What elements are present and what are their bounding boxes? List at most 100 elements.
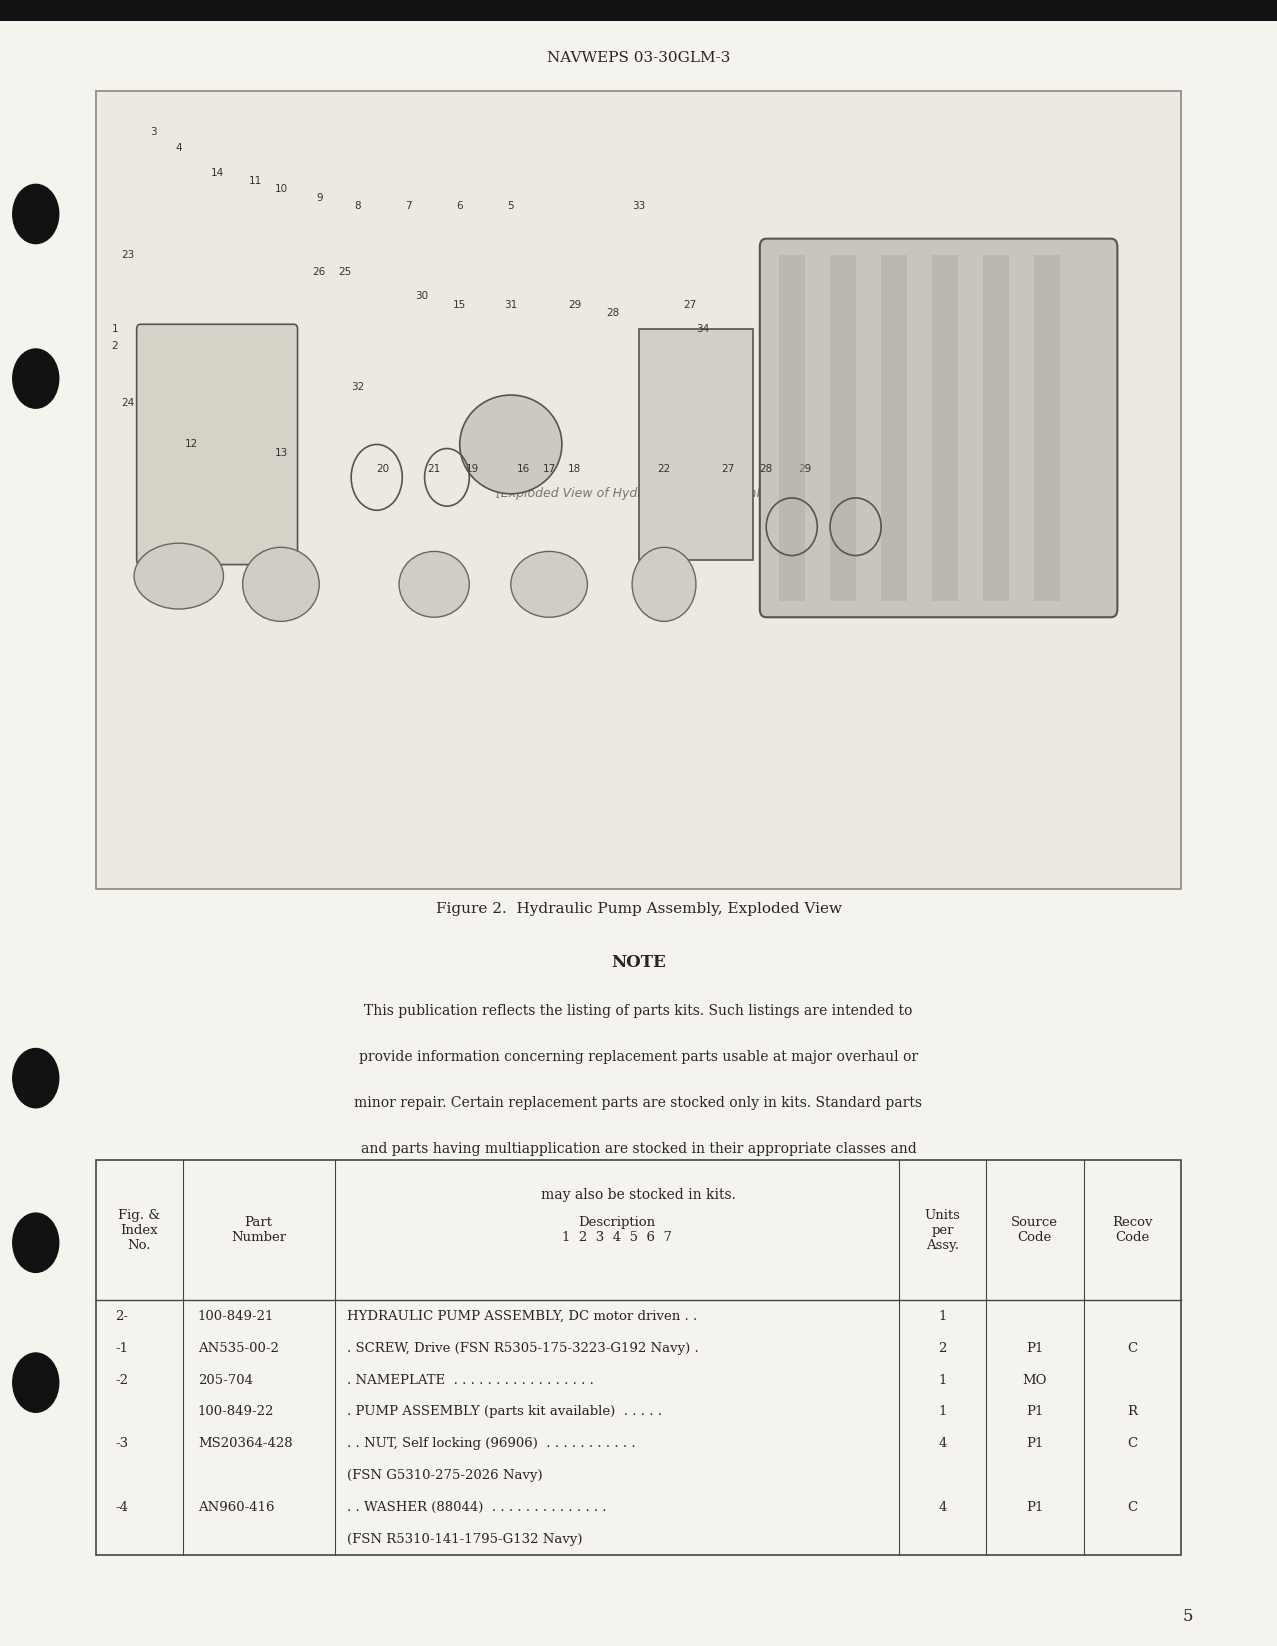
Text: -3: -3 [115, 1437, 128, 1450]
Circle shape [13, 349, 59, 408]
Text: 2: 2 [111, 341, 119, 351]
Text: 30: 30 [415, 291, 428, 301]
Text: 28: 28 [760, 464, 773, 474]
Text: 28: 28 [607, 308, 619, 318]
Text: 1: 1 [111, 324, 119, 334]
Text: 27: 27 [683, 300, 696, 309]
Text: C: C [1128, 1341, 1138, 1355]
Text: . . WASHER (88044)  . . . . . . . . . . . . . .: . . WASHER (88044) . . . . . . . . . . .… [347, 1501, 607, 1514]
Text: 15: 15 [453, 300, 466, 309]
FancyBboxPatch shape [137, 324, 298, 565]
Text: and parts having multiapplication are stocked in their appropriate classes and: and parts having multiapplication are st… [360, 1142, 917, 1155]
Text: Description
1  2  3  4  5  6  7: Description 1 2 3 4 5 6 7 [562, 1216, 672, 1244]
Ellipse shape [243, 546, 319, 622]
Text: Figure 2.  Hydraulic Pump Assembly, Exploded View: Figure 2. Hydraulic Pump Assembly, Explo… [435, 902, 842, 915]
Text: 21: 21 [428, 464, 441, 474]
Text: 11: 11 [249, 176, 262, 186]
Text: C: C [1128, 1501, 1138, 1514]
Text: provide information concerning replacement parts usable at major overhaul or: provide information concerning replaceme… [359, 1050, 918, 1063]
Text: -2: -2 [115, 1373, 128, 1386]
Text: 33: 33 [632, 201, 645, 211]
Text: 29: 29 [568, 300, 581, 309]
Text: 9: 9 [315, 193, 323, 202]
Bar [932, 255, 958, 601]
Text: R: R [1128, 1406, 1138, 1419]
Bar [96, 1160, 1181, 1555]
Text: 7: 7 [405, 201, 412, 211]
Text: Part
Number: Part Number [231, 1216, 286, 1244]
Text: 14: 14 [211, 168, 223, 178]
Bar [96, 91, 1181, 889]
Text: (FSN R5310-141-1795-G132 Navy): (FSN R5310-141-1795-G132 Navy) [347, 1532, 582, 1546]
Text: 5: 5 [507, 201, 515, 211]
Text: 205-704: 205-704 [198, 1373, 253, 1386]
Text: 29: 29 [798, 464, 811, 474]
Text: 13: 13 [275, 448, 287, 458]
Text: 6: 6 [456, 201, 464, 211]
Text: . PUMP ASSEMBLY (parts kit available)  . . . . .: . PUMP ASSEMBLY (parts kit available) . … [347, 1406, 663, 1419]
Text: AN960-416: AN960-416 [198, 1501, 275, 1514]
Circle shape [13, 184, 59, 244]
Text: -1: -1 [115, 1341, 128, 1355]
Text: 8: 8 [354, 201, 361, 211]
Text: MO: MO [1023, 1373, 1047, 1386]
Circle shape [13, 1049, 59, 1108]
Text: may also be stocked in kits.: may also be stocked in kits. [541, 1188, 736, 1202]
Ellipse shape [460, 395, 562, 494]
Text: . SCREW, Drive (FSN R5305-175-3223-G192 Navy) .: . SCREW, Drive (FSN R5305-175-3223-G192 … [347, 1341, 699, 1355]
FancyBboxPatch shape [760, 239, 1117, 617]
Text: P1: P1 [1025, 1341, 1043, 1355]
Text: 4: 4 [939, 1437, 946, 1450]
Text: 32: 32 [351, 382, 364, 392]
Text: 20: 20 [377, 464, 389, 474]
Text: This publication reflects the listing of parts kits. Such listings are intended : This publication reflects the listing of… [364, 1004, 913, 1017]
Bar [983, 255, 1009, 601]
Text: MS20364-428: MS20364-428 [198, 1437, 292, 1450]
Text: 3: 3 [149, 127, 157, 137]
Text: C: C [1128, 1437, 1138, 1450]
Ellipse shape [511, 551, 587, 617]
Text: 1: 1 [939, 1406, 946, 1419]
Text: 18: 18 [568, 464, 581, 474]
Text: 34: 34 [696, 324, 709, 334]
Text: 100-849-21: 100-849-21 [198, 1310, 275, 1323]
Text: 2: 2 [939, 1341, 946, 1355]
Text: P1: P1 [1025, 1437, 1043, 1450]
Text: 23: 23 [121, 250, 134, 260]
Text: NAVWEPS 03-30GLM-3: NAVWEPS 03-30GLM-3 [547, 51, 730, 64]
Text: AN535-00-2: AN535-00-2 [198, 1341, 278, 1355]
Text: 22: 22 [658, 464, 670, 474]
Text: 4: 4 [939, 1501, 946, 1514]
Text: minor repair. Certain replacement parts are stocked only in kits. Standard parts: minor repair. Certain replacement parts … [355, 1096, 922, 1109]
Text: 1: 1 [939, 1310, 946, 1323]
Ellipse shape [398, 551, 470, 617]
Text: 17: 17 [543, 464, 555, 474]
Text: 10: 10 [275, 184, 287, 194]
Ellipse shape [134, 543, 223, 609]
Text: 4: 4 [175, 143, 183, 153]
Bar [0, 0, 1277, 21]
Bar [638, 329, 753, 560]
Text: 12: 12 [185, 439, 198, 449]
Text: HYDRAULIC PUMP ASSEMBLY, DC motor driven . .: HYDRAULIC PUMP ASSEMBLY, DC motor driven… [347, 1310, 697, 1323]
Bar [1034, 255, 1060, 601]
Text: [Exploded View of Hydraulic Pump Assembly]: [Exploded View of Hydraulic Pump Assembl… [497, 487, 780, 500]
Text: . . NUT, Self locking (96906)  . . . . . . . . . . .: . . NUT, Self locking (96906) . . . . . … [347, 1437, 636, 1450]
Text: NOTE: NOTE [612, 955, 665, 971]
Bar [779, 255, 805, 601]
Text: -4: -4 [115, 1501, 128, 1514]
Text: P1: P1 [1025, 1406, 1043, 1419]
Text: 26: 26 [313, 267, 326, 277]
Text: 19: 19 [466, 464, 479, 474]
Text: 25: 25 [338, 267, 351, 277]
Text: 31: 31 [504, 300, 517, 309]
Bar [881, 255, 907, 601]
Circle shape [13, 1353, 59, 1412]
Text: 16: 16 [517, 464, 530, 474]
Text: 5: 5 [1183, 1608, 1193, 1625]
Text: P1: P1 [1025, 1501, 1043, 1514]
Text: 1: 1 [939, 1373, 946, 1386]
Text: . NAMEPLATE  . . . . . . . . . . . . . . . . .: . NAMEPLATE . . . . . . . . . . . . . . … [347, 1373, 594, 1386]
Text: Units
per
Assy.: Units per Assy. [925, 1208, 960, 1253]
Text: Source
Code: Source Code [1011, 1216, 1059, 1244]
